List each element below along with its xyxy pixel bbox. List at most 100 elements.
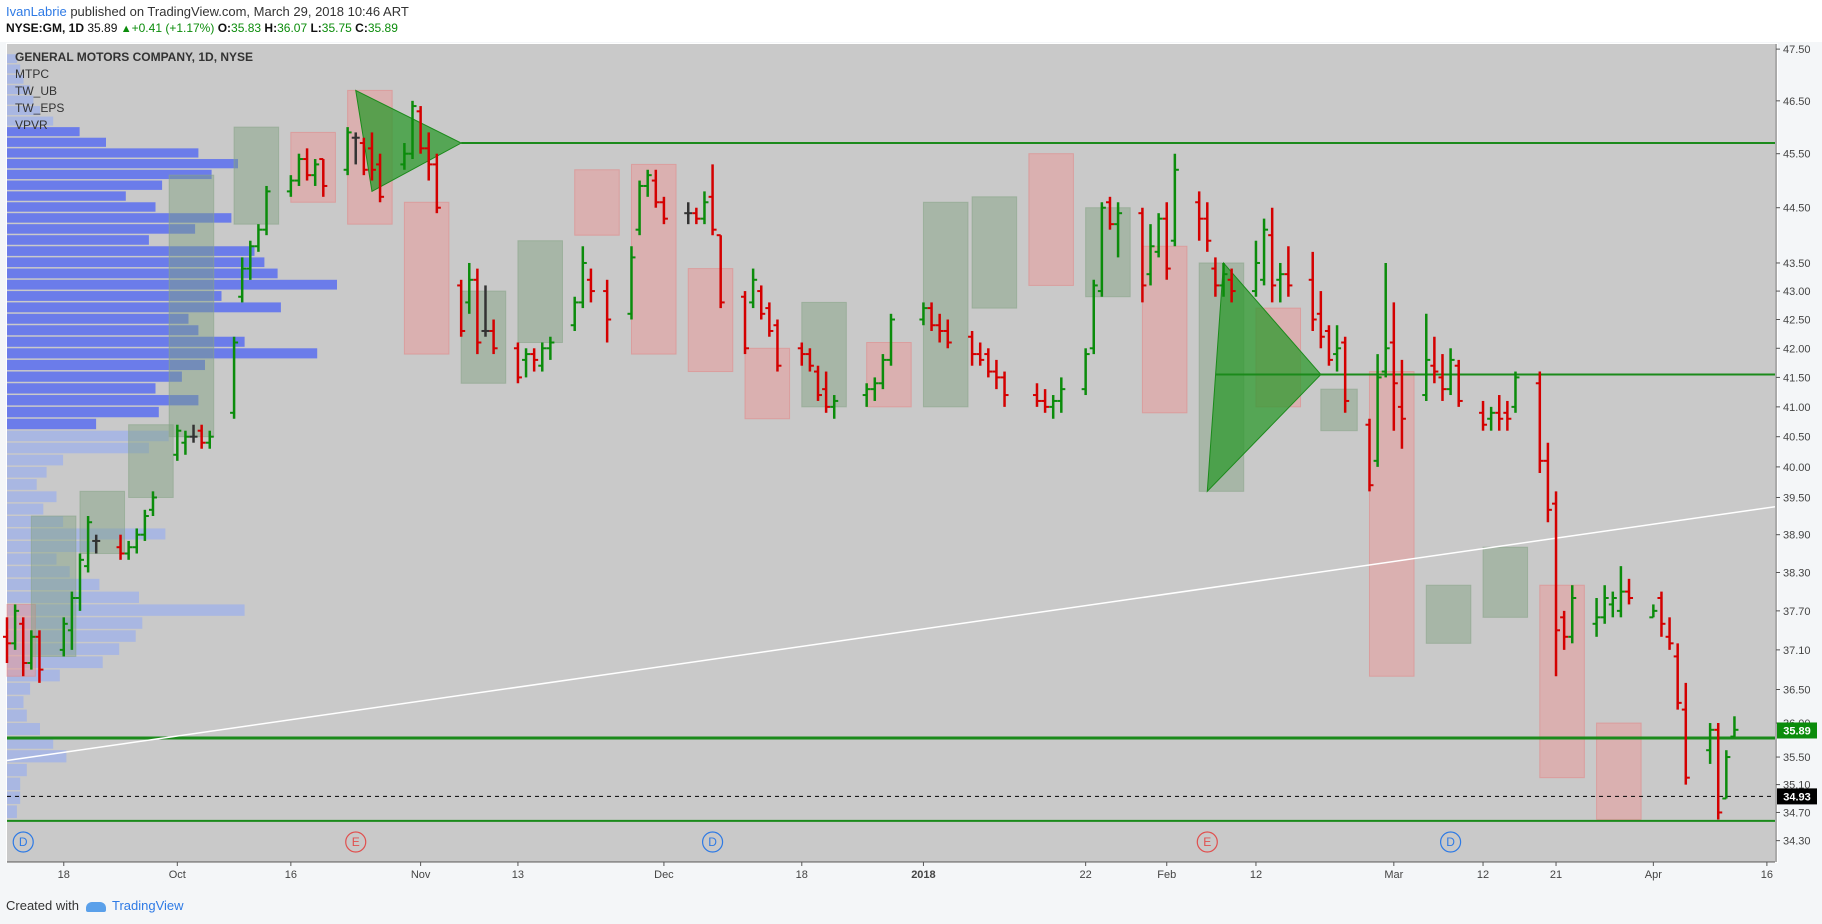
bull-range-box bbox=[128, 424, 174, 498]
price-tick-label: 44.50 bbox=[1783, 203, 1811, 215]
price-tick-label: 40.50 bbox=[1783, 432, 1811, 444]
time-axis[interactable]: 18 Oct 16 Nov 13 Dec 18 2018 22 Feb 12 Mar 12 21 Apr 16 bbox=[7, 861, 1775, 881]
volume-profile-row bbox=[7, 430, 169, 442]
volume-profile-row bbox=[7, 528, 166, 540]
volume-profile-row bbox=[7, 540, 97, 553]
trend-line bbox=[6, 505, 1776, 762]
volume-profile-row bbox=[7, 805, 17, 818]
volume-profile-row bbox=[7, 406, 159, 418]
up-triangle-icon: ▲ bbox=[120, 23, 132, 35]
time-tick-label: 22 bbox=[1080, 869, 1092, 881]
bull-range-box bbox=[168, 174, 215, 438]
volume-profile-row bbox=[7, 723, 40, 736]
volume-profile-row bbox=[7, 325, 199, 336]
event-marker-label: E bbox=[1203, 835, 1211, 849]
volume-profile-row bbox=[7, 777, 21, 791]
volume-profile-row bbox=[7, 302, 281, 313]
bear-range-box bbox=[744, 347, 791, 420]
volume-profile-row bbox=[7, 348, 318, 359]
volume-profile-row bbox=[7, 336, 245, 347]
price-tick-label: 34.70 bbox=[1783, 807, 1811, 819]
legend-title: GENERAL MOTORS COMPANY, 1D, NYSE bbox=[15, 50, 253, 64]
time-tick-label: 12 bbox=[1477, 869, 1489, 881]
bear-range-box bbox=[630, 163, 677, 355]
bear-range-box bbox=[687, 268, 734, 373]
tradingview-logo-icon bbox=[86, 901, 106, 912]
event-marker-label: D bbox=[1446, 835, 1455, 849]
price-tick-label: 37.10 bbox=[1783, 645, 1811, 657]
bear-range-box bbox=[574, 169, 620, 236]
event-marker-label: D bbox=[19, 835, 28, 849]
time-tick-label: 2018 bbox=[911, 869, 935, 881]
time-tick-label: 18 bbox=[796, 869, 808, 881]
dividend-marker bbox=[12, 831, 34, 853]
author-link[interactable]: IvanLabrie bbox=[6, 4, 67, 19]
low-label: L: bbox=[310, 21, 322, 35]
volume-profile-row bbox=[7, 313, 189, 324]
legend-indicator[interactable]: VPVR bbox=[15, 118, 48, 132]
price-axis[interactable]: 47.50 46.50 45.50 44.50 43.50 43.00 42.50 42.00… bbox=[1775, 44, 1817, 862]
volume-profile-row bbox=[7, 383, 156, 394]
volume-profile-row bbox=[7, 566, 70, 578]
ohlc-bars bbox=[3, 100, 1739, 820]
volume-profile-row bbox=[7, 202, 156, 212]
price-tick-label: 41.50 bbox=[1783, 372, 1811, 384]
low-value: 35.75 bbox=[321, 21, 352, 35]
legend-indicator[interactable]: MTPC bbox=[15, 67, 49, 81]
volume-profile-row bbox=[7, 235, 149, 245]
volume-profile-row bbox=[7, 736, 54, 749]
created-with-text: Created with bbox=[6, 898, 79, 913]
bear-range-box bbox=[290, 131, 336, 203]
volume-profile-row bbox=[7, 224, 196, 234]
volume-profile-row bbox=[7, 137, 106, 147]
volume-profile-row bbox=[7, 454, 64, 466]
volume-profile-row bbox=[7, 127, 80, 137]
volume-profile-row bbox=[7, 709, 27, 722]
event-marker-label: D bbox=[708, 835, 717, 849]
volume-profile-row bbox=[7, 696, 24, 709]
time-tick-label: Apr bbox=[1645, 869, 1662, 881]
price-tick-label: 35.50 bbox=[1783, 752, 1811, 764]
bull-range-box bbox=[1482, 546, 1529, 618]
tradingview-link[interactable]: TradingView bbox=[86, 898, 184, 913]
volume-profile-row bbox=[7, 604, 245, 616]
tradingview-brand: TradingView bbox=[112, 898, 184, 913]
volume-profile-row bbox=[7, 395, 199, 406]
volume-profile-row bbox=[7, 95, 34, 105]
high-label: H: bbox=[264, 21, 278, 35]
volume-profile-row bbox=[7, 791, 21, 804]
price-chart[interactable]: D E D E D 47.50 46.50 45.50 44.50 43.50 43.00 42.5… bbox=[0, 42, 1822, 886]
time-tick-label: Feb bbox=[1157, 869, 1176, 881]
price-tick-label: 39.50 bbox=[1783, 492, 1811, 504]
volume-profile-row bbox=[7, 191, 126, 201]
volume-profile-row bbox=[7, 148, 199, 158]
time-tick-label: 18 bbox=[58, 869, 70, 881]
bull-range-box bbox=[460, 290, 507, 384]
volume-profile-row bbox=[7, 213, 232, 223]
bull-range-box bbox=[79, 490, 126, 555]
chart-legend: GENERAL MOTORS COMPANY, 1D, NYSE MTPC TW… bbox=[15, 50, 253, 132]
bull-range-box bbox=[1425, 584, 1472, 644]
volume-profile-row bbox=[7, 359, 205, 371]
dividend-marker bbox=[701, 831, 724, 853]
volume-profile-row bbox=[7, 503, 44, 515]
legend-indicator[interactable]: TW_UB bbox=[15, 84, 57, 98]
bull-range-box bbox=[922, 201, 969, 408]
volume-profile-row bbox=[7, 466, 47, 478]
price-tick-label: 34.30 bbox=[1783, 836, 1811, 848]
close-value: 35.89 bbox=[367, 21, 398, 35]
bear-range-box bbox=[866, 342, 912, 408]
high-value: 36.07 bbox=[277, 21, 308, 35]
volume-profile-row bbox=[7, 74, 24, 84]
earnings-marker bbox=[1196, 831, 1218, 853]
publish-line: IvanLabrie published on TradingView.com,… bbox=[6, 4, 409, 19]
bull-range-box bbox=[517, 240, 563, 344]
price-label-value: 34.93 bbox=[1783, 791, 1811, 803]
bull-range-box bbox=[233, 126, 280, 225]
price-tick-label: 41.00 bbox=[1783, 402, 1811, 414]
open-label: O: bbox=[217, 21, 232, 35]
volume-profile-row bbox=[7, 246, 255, 256]
price-tick-label: 37.70 bbox=[1783, 606, 1811, 618]
legend-indicator[interactable]: TW_EPS bbox=[15, 101, 64, 115]
volume-profile-row bbox=[7, 516, 64, 527]
